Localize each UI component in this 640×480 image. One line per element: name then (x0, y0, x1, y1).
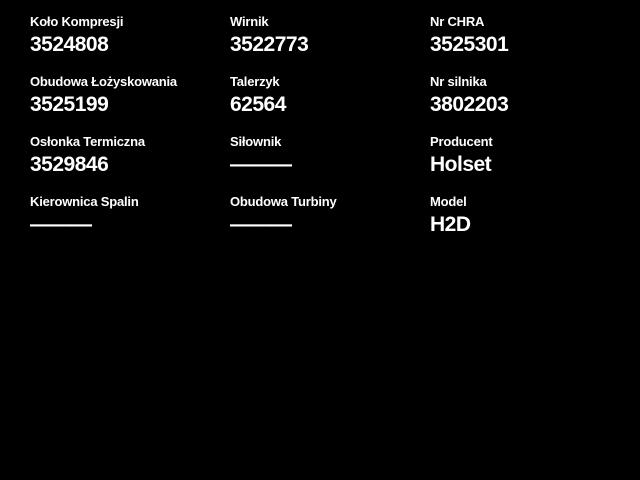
field-silownik: Siłownik ——— (230, 132, 430, 192)
field-value: 3525199 (30, 93, 109, 116)
field-value: 62564 (230, 93, 286, 116)
field-model: Model H2D (430, 192, 630, 252)
field-value-empty: ——— (230, 153, 292, 176)
field-producent: Producent Holset (430, 132, 630, 192)
field-kolo-kompresji: Koło Kompresji 3524808 (30, 12, 230, 72)
field-value: 3802203 (430, 93, 509, 116)
field-value: H2D (430, 213, 471, 236)
field-value: 3522773 (230, 33, 309, 56)
field-obudowa-lozyskowania: Obudowa Łożyskowania 3525199 (30, 72, 230, 132)
field-wirnik: Wirnik 3522773 (230, 12, 430, 72)
field-label: Talerzyk (230, 74, 280, 89)
field-value: 3529846 (30, 153, 109, 176)
field-label: Siłownik (230, 134, 282, 149)
parts-grid: Koło Kompresji 3524808 Wirnik 3522773 Nr… (30, 12, 630, 252)
field-obudowa-turbiny: Obudowa Turbiny ——— (230, 192, 430, 252)
field-label: Koło Kompresji (30, 14, 124, 29)
field-label: Kierownica Spalin (30, 194, 139, 209)
field-label: Obudowa Łożyskowania (30, 74, 177, 89)
field-value-empty: ——— (230, 213, 292, 236)
field-label: Nr CHRA (430, 14, 485, 29)
field-label: Nr silnika (430, 74, 487, 89)
field-kierownica-spalin: Kierownica Spalin ——— (30, 192, 230, 252)
field-nr-chra: Nr CHRA 3525301 (430, 12, 630, 72)
field-label: Osłonka Termiczna (30, 134, 145, 149)
field-label: Producent (430, 134, 493, 149)
field-label: Wirnik (230, 14, 269, 29)
field-label: Obudowa Turbiny (230, 194, 337, 209)
field-label: Model (430, 194, 467, 209)
field-oslonka-termiczna: Osłonka Termiczna 3529846 (30, 132, 230, 192)
field-value: 3524808 (30, 33, 109, 56)
field-value: Holset (430, 153, 492, 176)
field-talerzyk: Talerzyk 62564 (230, 72, 430, 132)
field-nr-silnika: Nr silnika 3802203 (430, 72, 630, 132)
field-value: 3525301 (430, 33, 509, 56)
field-value-empty: ——— (30, 213, 92, 236)
